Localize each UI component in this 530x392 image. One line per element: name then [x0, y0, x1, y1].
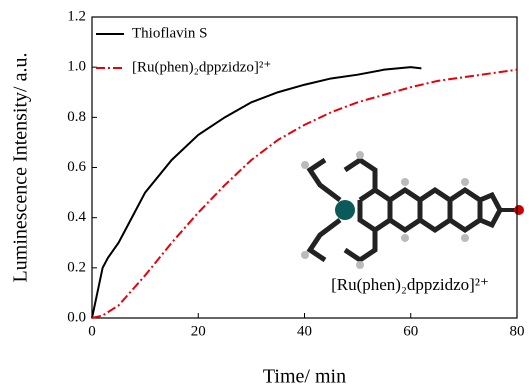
- legend-label: Thioflavin S: [132, 25, 207, 41]
- x-axis-label: Time/ min: [263, 366, 346, 388]
- y-axis-label: Luminescence Intensity/ a.u.: [10, 53, 32, 283]
- y-tick-label: 0.4: [67, 209, 86, 225]
- x-tick-label: 80: [510, 323, 525, 339]
- y-tick-label: 0.6: [67, 159, 86, 175]
- y-tick-label: 0.2: [67, 259, 86, 275]
- y-tick-label: 1.2: [67, 8, 86, 24]
- legend-label: [Ru(phen)₂dppzidzo]²⁺: [132, 59, 271, 75]
- y-tick-label: 0.0: [67, 309, 86, 325]
- molecule-figure: [301, 151, 524, 269]
- x-tick-label: 20: [191, 323, 206, 339]
- y-tick-label: 1.0: [67, 59, 86, 75]
- annotation: [Ru(phen)₂dppzidzo]²⁺: [331, 275, 489, 294]
- x-tick-label: 0: [88, 323, 96, 339]
- chart: [Ru(phen)₂dppzidzo]²⁺ 0.0 0.2 0.4 0.6 0.8 1.0…: [0, 0, 530, 392]
- x-tick-label: 40: [297, 323, 312, 339]
- y-tick-label: 0.8: [67, 109, 86, 125]
- x-tick-label: 60: [403, 323, 418, 339]
